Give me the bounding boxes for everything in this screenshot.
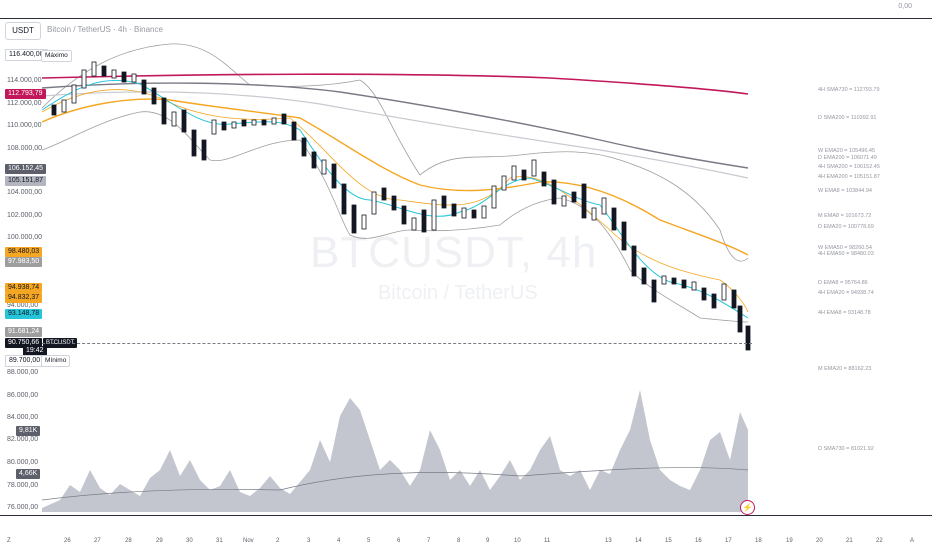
time-tick: 26 — [64, 538, 71, 544]
time-tick: 20 — [816, 538, 823, 544]
ma-label: D SMA200 = 110392.91 — [818, 115, 877, 121]
bar-countdown: 19:42 — [23, 346, 47, 356]
price-tick: 78.000,00 — [7, 482, 39, 489]
bollinger-lower — [41, 111, 749, 323]
time-axis-corner-left[interactable]: Z — [7, 538, 11, 544]
price-tick: 86.000,00 — [7, 392, 39, 399]
price-tick: 114.000,00 — [7, 77, 42, 84]
time-tick: Nov — [243, 538, 254, 544]
ma-label: W EMA20 = 105496.45 — [818, 148, 876, 154]
time-tick: 30 — [186, 538, 193, 544]
ma-label: W EMA8 = 103844.94 — [818, 188, 872, 194]
ma-label: D EMA200 = 106071.49 — [818, 155, 877, 161]
price-tick: 82.000,00 — [7, 436, 39, 443]
time-tick: 16 — [695, 538, 702, 544]
sma730-line — [41, 73, 749, 95]
price-tick: 76.000,00 — [7, 504, 39, 511]
time-axis-border — [0, 515, 932, 516]
ema8-tag: 93.148,78 — [5, 309, 43, 319]
ema20-tag: 94.938,74 — [5, 283, 43, 293]
ma-label: 4H EMA50 = 98480.03 — [818, 251, 874, 257]
symbol-title[interactable]: Bitcoin / TetherUS · 4h · Binance — [47, 25, 163, 34]
ema50-tag: 98.480,03 — [5, 247, 43, 257]
ma-label: 4H SMA200 = 106152.45 — [818, 164, 880, 170]
time-tick: 31 — [216, 538, 223, 544]
ma-label: 4H EMA8 = 93148.78 — [818, 310, 871, 316]
time-tick: 11 — [544, 538, 551, 544]
time-tick: 2 — [276, 538, 280, 544]
time-tick: 4 — [337, 538, 341, 544]
price-tick: 110.000,00 — [7, 122, 42, 129]
min-price-tag: 89.700,00 — [5, 355, 45, 367]
time-tick: 17 — [725, 538, 732, 544]
sma730-tag: 112.793,79 — [5, 89, 46, 99]
volume-ma-tag: 4,66K — [16, 469, 41, 479]
time-tick: 8 — [457, 538, 461, 544]
max-price-tag: 116.400,00 — [5, 49, 48, 61]
bollinger-upper — [41, 43, 749, 262]
ma-label: 4H EMA200 = 105151.87 — [818, 174, 880, 180]
time-tick: 3 — [307, 538, 311, 544]
sma200-tag: 106.152,45 — [5, 164, 47, 174]
watermark-symbol: BTCUSDT, 4h — [310, 228, 598, 277]
time-tick: 27 — [94, 538, 101, 544]
ma-label: D EMA20 = 100778.69 — [818, 224, 874, 230]
currency-selector[interactable]: USDT — [5, 22, 41, 40]
ma-label: D SMA730 = 81021.92 — [818, 446, 874, 452]
candles — [51, 61, 751, 351]
time-tick: 7 — [427, 538, 431, 544]
ma-label: 4H SMA730 = 112793.79 — [818, 87, 880, 93]
ma-label: M EMA8 = 101673.72 — [818, 213, 872, 219]
price-tick: 94.000,00 — [7, 302, 39, 309]
ema200-line — [41, 91, 749, 179]
volume-ma — [41, 467, 749, 501]
current-price-tag: 90.750,66 — [5, 338, 43, 348]
time-tick: 14 — [635, 538, 642, 544]
time-tick: 19 — [786, 538, 793, 544]
time-tick: 21 — [846, 538, 853, 544]
time-tick: 9 — [486, 538, 490, 544]
current-price-line — [42, 343, 752, 344]
volume-area — [42, 390, 748, 512]
ema200-tag: 105.151,87 — [5, 176, 47, 186]
time-tick: 6 — [397, 538, 401, 544]
top-toolbar — [0, 0, 932, 19]
time-tick: 15 — [665, 538, 672, 544]
price-tick: 108.000,00 — [7, 145, 43, 152]
price-tick: 84.000,00 — [7, 414, 39, 421]
ma-label: W EMA50 = 98260.54 — [818, 245, 872, 251]
ma-label: M EMA20 = 88162.23 — [818, 366, 872, 372]
price-tick: 102.000,00 — [7, 212, 43, 219]
time-tick: 10 — [514, 538, 521, 544]
time-tick: 18 — [755, 538, 762, 544]
price-tick: 80.000,00 — [7, 459, 39, 466]
ma-label: D EMA8 = 95764.86 — [818, 280, 868, 286]
price-tick: 88.000,00 — [7, 369, 39, 376]
gray-tag-2: 91.681,24 — [5, 327, 43, 337]
time-tick: 29 — [156, 538, 163, 544]
price-tick: 104.000,00 — [7, 189, 43, 196]
time-tick: 13 — [605, 538, 612, 544]
max-label: Máximo — [41, 50, 72, 62]
time-axis-corner-right[interactable]: A — [910, 538, 915, 544]
price-tick: 100.000,00 — [7, 234, 43, 241]
time-tick: 22 — [876, 538, 883, 544]
top-right-value: 0,00 — [898, 3, 912, 10]
min-label: Mínimo — [41, 355, 71, 367]
gray-tag: 97.983,50 — [5, 257, 43, 267]
time-tick: 5 — [367, 538, 371, 544]
lightning-icon[interactable]: ⚡ — [740, 500, 755, 515]
price-tick: 112.000,00 — [7, 100, 42, 107]
volume-tag: 9,81K — [16, 426, 41, 436]
watermark-name: Bitcoin / TetherUS — [378, 282, 538, 304]
ema50-line — [41, 98, 749, 256]
ema-d-tag: 94.832,37 — [5, 293, 43, 303]
ma-label: 4H EMA20 = 94938.74 — [818, 290, 874, 296]
time-tick: 28 — [125, 538, 132, 544]
sma200-line — [41, 82, 749, 169]
